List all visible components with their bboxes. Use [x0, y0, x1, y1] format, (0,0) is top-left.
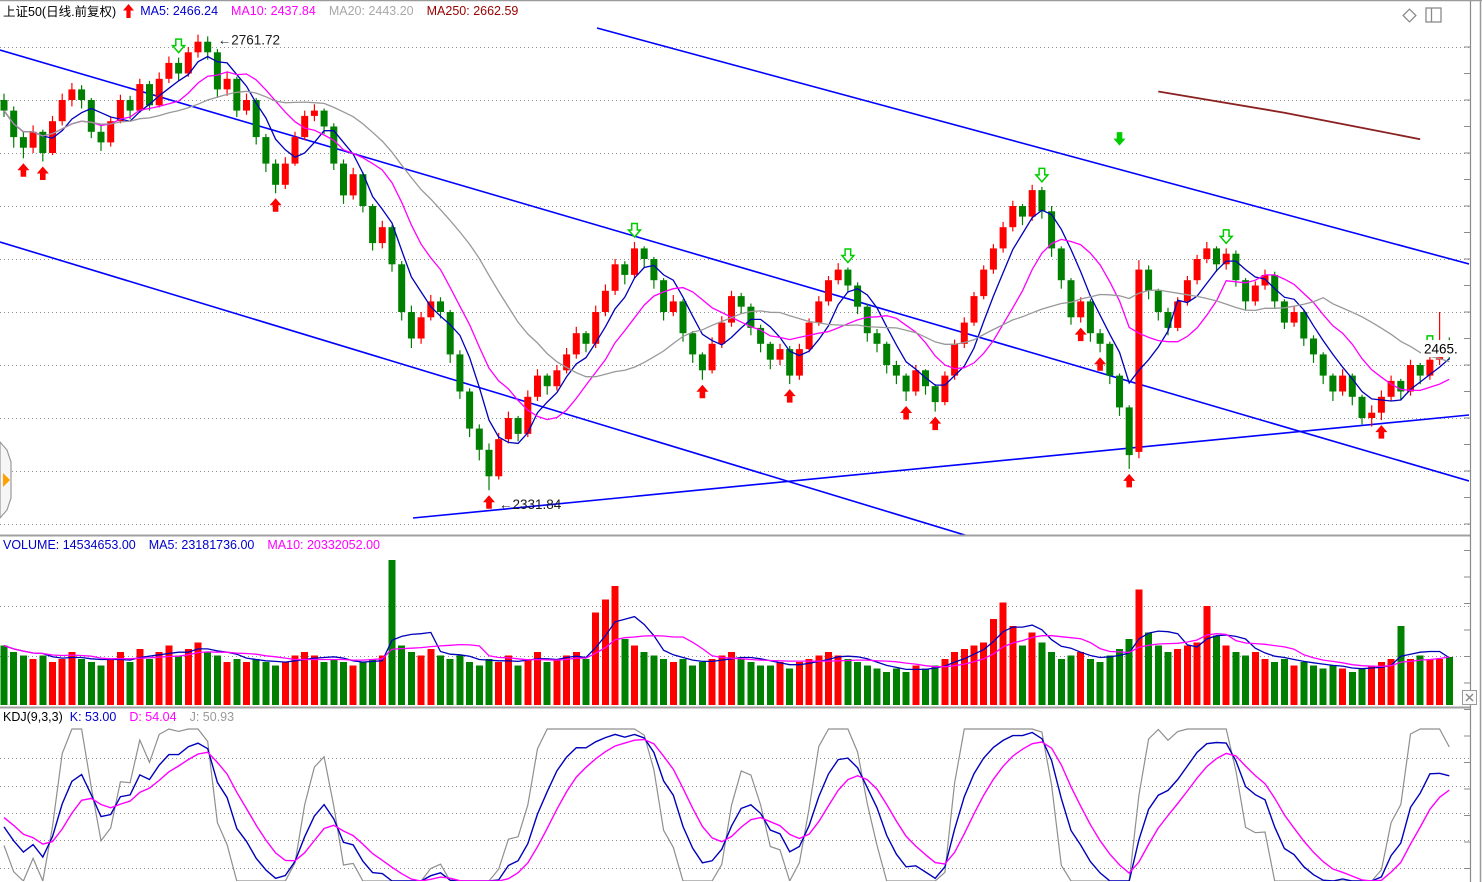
volume-value: VOLUME: 14534653.00	[3, 538, 136, 552]
kdj-title: KDJ(9,3,3)	[3, 710, 63, 724]
kdj-k-value: K: 53.00	[69, 710, 117, 724]
ma250-value: MA250: 2662.59	[426, 3, 519, 18]
main-chart-header: 上证50(日线.前复权) MA5: 2466.24 MA10: 2437.84 …	[3, 1, 531, 20]
volume-header: VOLUME: 14534653.00 MA5: 23181736.00 MA1…	[3, 538, 393, 552]
trendlines-layer	[0, 27, 1469, 535]
kdj-header: KDJ(9,3,3) K: 53.00 D: 54.04 J: 50.93	[3, 710, 247, 724]
kdj-d-value: D: 54.04	[129, 710, 177, 724]
kdj-j-value: J: 50.93	[189, 710, 235, 724]
candles-layer	[0, 34, 1453, 491]
trend-up-arrow-icon	[123, 3, 135, 18]
price-annotations: ←2761.72 ←2331.84	[218, 33, 562, 513]
ma-lines-layer	[3, 55, 1450, 445]
expand-arrow-icon	[3, 473, 10, 487]
split-window-icon[interactable]	[1425, 6, 1444, 24]
ma5-value: MA5: 2466.24	[140, 3, 219, 18]
volume-bars-layer	[0, 559, 1453, 705]
close-indicator-button[interactable]	[1462, 690, 1477, 705]
volume-ma10-value: MA10: 20332052.00	[267, 538, 380, 552]
svg-text:2465.: 2465.	[1424, 342, 1458, 357]
last-price-label: 2465.	[1421, 340, 1469, 358]
close-icon	[1465, 693, 1474, 702]
instrument-title: 上证50(日线.前复权)	[3, 5, 117, 19]
svg-text:←2331.84: ←2331.84	[499, 497, 562, 512]
diamond-tool-icon[interactable]	[1400, 6, 1418, 24]
ma20-value: MA20: 2443.20	[328, 3, 414, 18]
signal-markers-layer	[17, 38, 1438, 509]
kdj-lines-layer	[3, 728, 1450, 881]
svg-text:←2761.72: ←2761.72	[218, 33, 280, 48]
ma10-value: MA10: 2437.84	[231, 3, 316, 18]
volume-ma5-value: MA5: 23181736.00	[148, 538, 255, 552]
toolbar-corner	[1400, 6, 1444, 24]
expand-left-panel-handle[interactable]	[0, 440, 15, 520]
